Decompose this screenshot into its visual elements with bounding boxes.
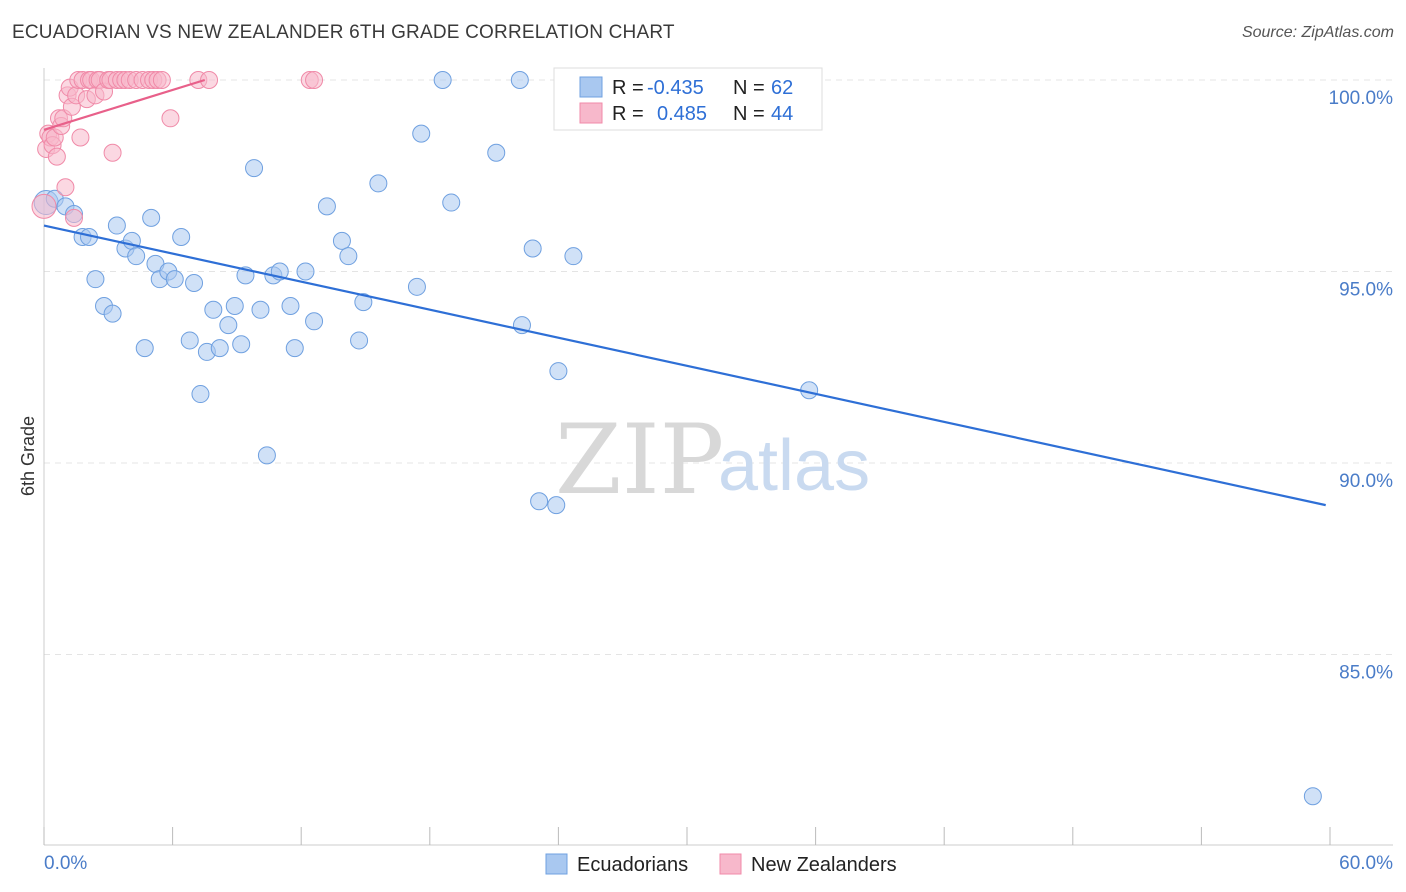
data-points xyxy=(31,71,1322,806)
point-ecuadorians xyxy=(281,296,300,315)
point-new-zealanders xyxy=(200,71,219,89)
y-tick-labels: 85.0% 90.0% 95.0% 100.0% xyxy=(1329,88,1394,684)
legend-r-label-2: R = xyxy=(612,103,644,125)
point-ecuadorians xyxy=(127,247,146,266)
point-ecuadorians xyxy=(285,339,304,358)
legend-swatch-ecuadorians xyxy=(579,76,603,98)
point-new-zealanders xyxy=(305,71,324,89)
point-ecuadorians xyxy=(135,339,154,358)
point-ecuadorians xyxy=(442,193,461,212)
point-ecuadorians xyxy=(433,71,452,89)
bottom-legend-swatch-ecuadorians xyxy=(545,853,568,875)
point-ecuadorians xyxy=(142,208,161,227)
point-ecuadorians xyxy=(530,492,549,511)
legend-r-value-2: 0.485 xyxy=(657,103,707,125)
x-ticks xyxy=(43,827,1331,845)
bottom-legend-swatch-new-zealanders xyxy=(719,853,742,875)
y-tick-label-85: 85.0% xyxy=(1339,663,1393,684)
point-new-zealanders xyxy=(152,71,171,89)
x-tick-label-min: 0.0% xyxy=(44,853,87,874)
point-ecuadorians xyxy=(547,496,566,515)
point-ecuadorians xyxy=(523,239,542,258)
point-ecuadorians xyxy=(86,270,105,289)
point-ecuadorians xyxy=(204,300,223,319)
point-new-zealanders xyxy=(71,128,90,147)
point-ecuadorians xyxy=(407,277,426,296)
point-ecuadorians xyxy=(210,339,229,358)
point-ecuadorians xyxy=(245,159,264,178)
point-ecuadorians xyxy=(339,247,358,266)
point-new-zealanders xyxy=(47,147,66,166)
point-ecuadorians xyxy=(185,273,204,292)
legend-n-label-1: N = xyxy=(733,77,765,99)
legend-swatch-new-zealanders xyxy=(579,102,603,124)
trend-line-new-zealanders xyxy=(43,78,206,131)
point-ecuadorians xyxy=(165,270,184,289)
point-ecuadorians xyxy=(332,231,351,250)
bottom-legend: Ecuadorians New Zealanders xyxy=(545,853,897,876)
legend-n-value-1: 62 xyxy=(771,77,793,99)
point-ecuadorians xyxy=(191,385,210,404)
watermark-zip: ZIP xyxy=(555,404,724,516)
point-ecuadorians xyxy=(354,293,373,312)
point-ecuadorians xyxy=(305,312,324,331)
correlation-legend: R = -0.435 N = 62 R = 0.485 N = 44 xyxy=(553,67,823,131)
y-tick-label-95: 95.0% xyxy=(1339,280,1393,301)
point-ecuadorians xyxy=(412,124,431,143)
watermark-atlas: atlas xyxy=(718,426,870,506)
y-tick-label-90: 90.0% xyxy=(1339,471,1393,492)
y-tick-label-100: 100.0% xyxy=(1329,88,1394,109)
point-new-zealanders xyxy=(65,208,84,227)
y-axis-label: 6th Grade xyxy=(18,416,38,496)
point-ecuadorians xyxy=(296,262,315,281)
point-ecuadorians xyxy=(487,143,506,162)
point-ecuadorians xyxy=(369,174,388,193)
point-ecuadorians xyxy=(251,300,270,319)
point-ecuadorians xyxy=(107,216,126,235)
point-ecuadorians xyxy=(564,247,583,266)
point-new-zealanders xyxy=(31,193,57,219)
point-ecuadorians xyxy=(257,446,276,465)
point-ecuadorians xyxy=(225,296,244,315)
point-new-zealanders xyxy=(56,178,75,197)
trend-lines xyxy=(43,78,1326,507)
x-tick-label-max: 60.0% xyxy=(1339,853,1393,874)
legend-r-label-1: R = xyxy=(612,77,644,99)
point-new-zealanders xyxy=(161,109,180,128)
point-ecuadorians xyxy=(103,304,122,323)
bottom-legend-label-new-zealanders: New Zealanders xyxy=(751,854,897,876)
point-ecuadorians xyxy=(172,228,191,247)
point-new-zealanders xyxy=(103,143,122,162)
bottom-legend-label-ecuadorians: Ecuadorians xyxy=(577,854,688,876)
point-ecuadorians xyxy=(549,362,568,381)
point-ecuadorians xyxy=(1303,787,1322,806)
chart-source: Source: ZipAtlas.com xyxy=(1241,24,1394,41)
legend-n-value-2: 44 xyxy=(771,103,793,125)
trend-line-ecuadorians xyxy=(43,224,1326,507)
point-ecuadorians xyxy=(510,71,529,89)
point-ecuadorians xyxy=(232,335,251,354)
chart-title: ECUADORIAN VS NEW ZEALANDER 6TH GRADE CO… xyxy=(12,22,675,43)
point-ecuadorians xyxy=(317,197,336,216)
point-ecuadorians xyxy=(350,331,369,350)
legend-r-value-1: -0.435 xyxy=(647,77,704,99)
point-ecuadorians xyxy=(219,316,238,335)
point-ecuadorians xyxy=(180,331,199,350)
legend-n-label-2: N = xyxy=(733,103,765,125)
